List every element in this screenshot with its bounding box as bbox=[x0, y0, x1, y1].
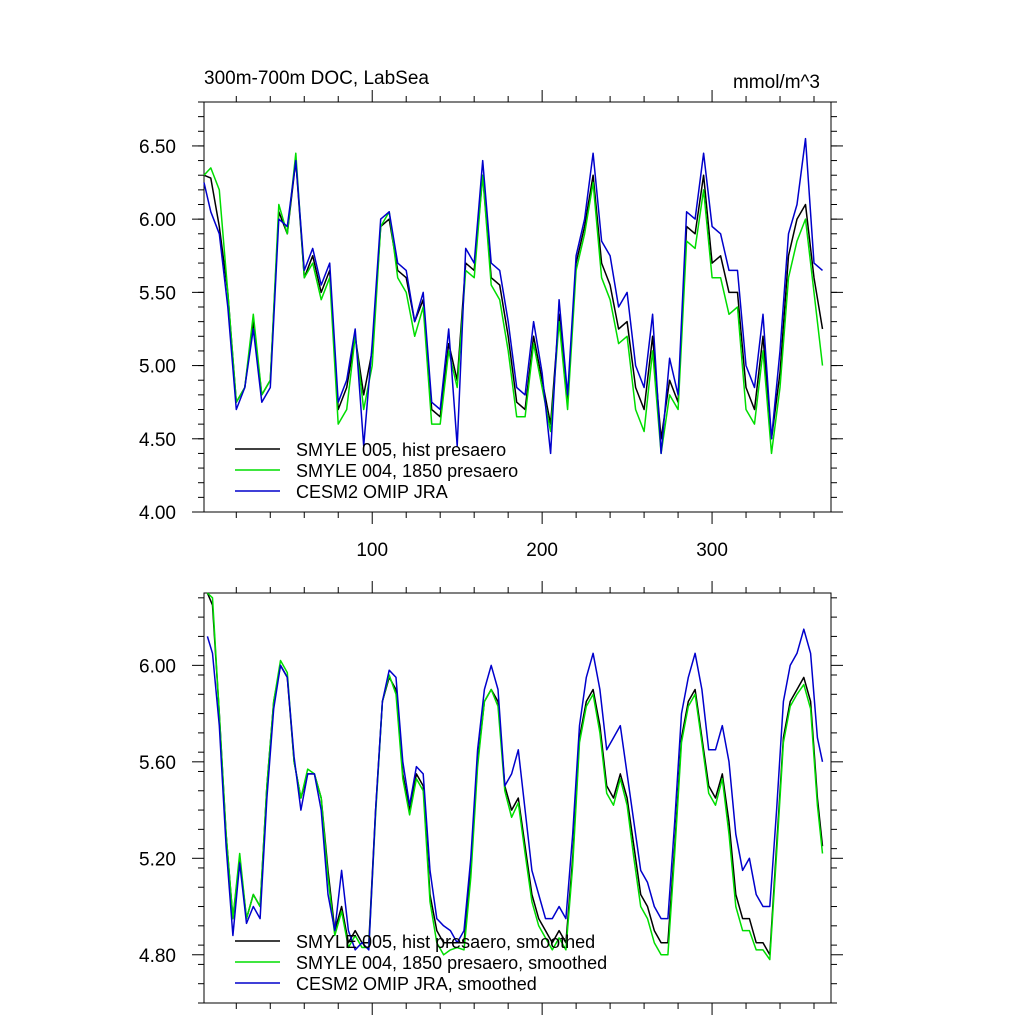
bottom-legend-label-smyle004: SMYLE 004, 1850 presaero, smoothed bbox=[296, 953, 607, 973]
bottom-legend-label-smyle005: SMYLE 005, hist presaero, smoothed bbox=[296, 932, 595, 952]
top-chart-units: mmol/m^3 bbox=[733, 72, 820, 93]
bottom-legend: SMYLE 005, hist presaero, smoothed SMYLE… bbox=[235, 932, 607, 994]
top-legend-label-cesm2: CESM2 OMIP JRA bbox=[296, 482, 448, 502]
top-y-tick-label: 5.50 bbox=[139, 283, 176, 304]
bottom-series-line-smyle004 bbox=[206, 592, 824, 961]
bottom-y-tick-label: 6.00 bbox=[139, 656, 176, 677]
top-series-lines bbox=[203, 137, 824, 455]
top-x-tick-label: 300 bbox=[696, 540, 728, 561]
bottom-y-tick-label: 5.20 bbox=[139, 849, 176, 870]
top-series-line-smyle004 bbox=[203, 152, 824, 455]
bottom-axis-ticks: 4.80 5.20 5.60 6.00 bbox=[139, 581, 843, 1015]
top-y-tick-label: 5.00 bbox=[139, 357, 176, 378]
bottom-legend-label-cesm2: CESM2 OMIP JRA, smoothed bbox=[296, 974, 537, 994]
top-series-line-smyle005 bbox=[203, 159, 824, 440]
top-y-tick-label: 6.00 bbox=[139, 210, 176, 231]
bottom-series-lines bbox=[206, 592, 824, 961]
bottom-y-tick-label: 4.80 bbox=[139, 946, 176, 967]
top-x-tick-label: 100 bbox=[356, 540, 388, 561]
top-series-line-cesm2 bbox=[203, 137, 823, 455]
bottom-series-line-cesm2 bbox=[206, 628, 824, 951]
top-y-tick-label: 4.50 bbox=[139, 430, 176, 451]
top-axis-ticks: 4.00 4.50 5.00 5.50 6.00 6.50 100 200 300 bbox=[139, 90, 843, 561]
top-chart-title: 300m-700m DOC, LabSea bbox=[204, 68, 429, 89]
top-legend: SMYLE 005, hist presaero SMYLE 004, 1850… bbox=[235, 440, 518, 502]
top-chart: 300m-700m DOC, LabSea mmol/m^3 4.00 4.50 5… bbox=[139, 68, 843, 561]
top-legend-label-smyle004: SMYLE 004, 1850 presaero bbox=[296, 461, 518, 481]
top-y-tick-label: 4.00 bbox=[139, 503, 176, 524]
bottom-chart: 4.80 5.20 5.60 6.00 SMYLE 005, hist presaer… bbox=[139, 581, 843, 1015]
top-legend-label-smyle005: SMYLE 005, hist presaero bbox=[296, 440, 506, 460]
top-y-tick-label: 6.50 bbox=[139, 137, 176, 158]
top-x-tick-label: 200 bbox=[526, 540, 558, 561]
bottom-y-tick-label: 5.60 bbox=[139, 753, 176, 774]
bottom-plot-frame bbox=[203, 592, 832, 1004]
